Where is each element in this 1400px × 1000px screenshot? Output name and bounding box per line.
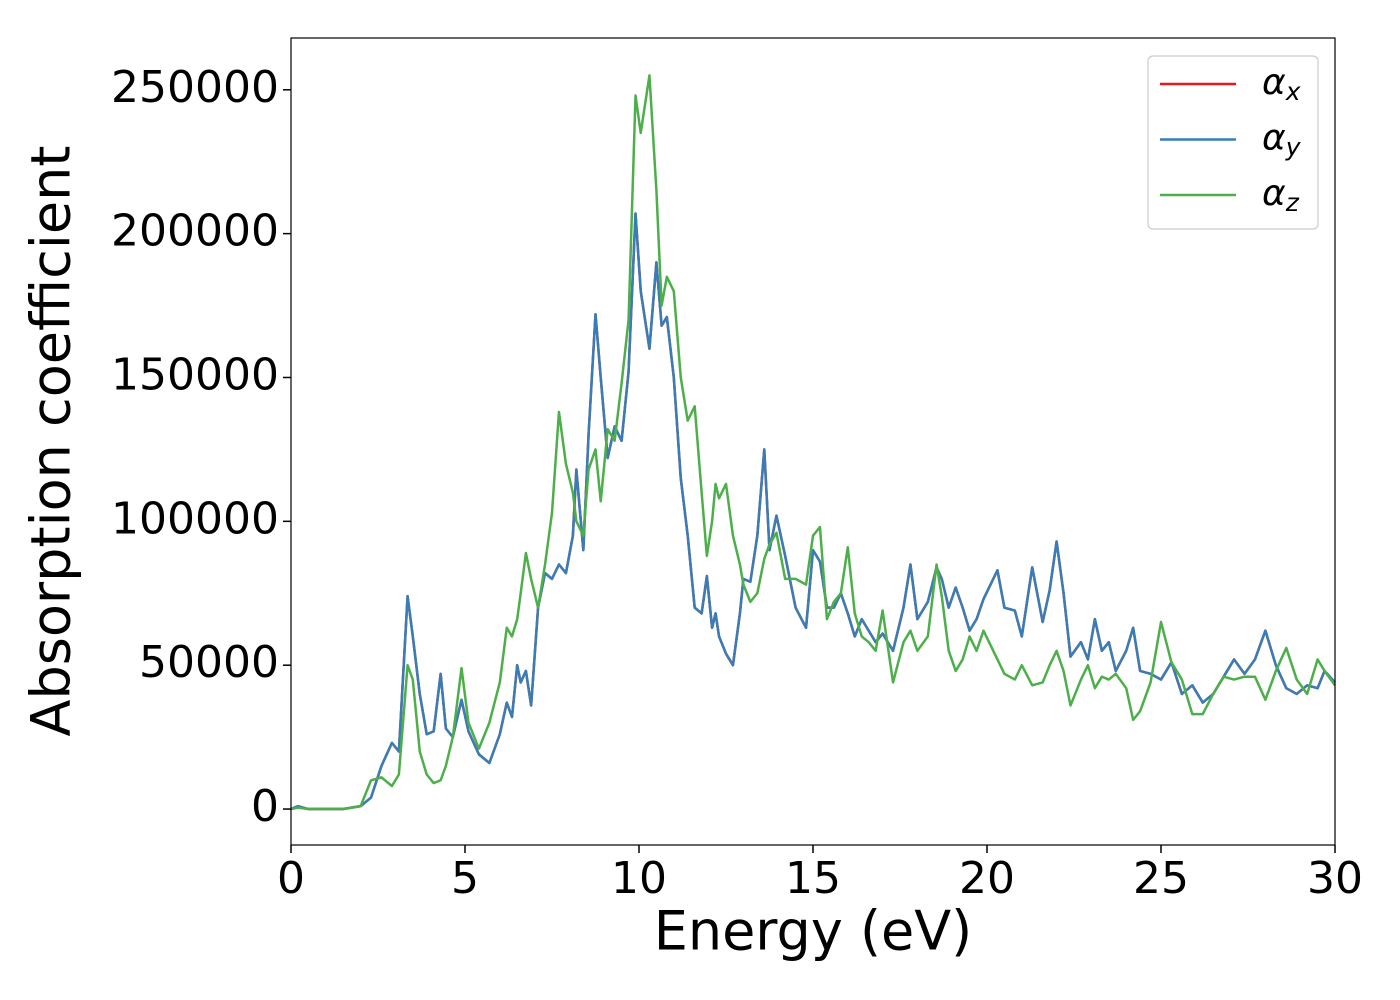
y-tick-label: 100000 — [111, 493, 279, 544]
y-tick-label: 50000 — [139, 637, 279, 688]
x-tick-label: 15 — [785, 853, 841, 904]
x-tick-label: 5 — [451, 853, 479, 904]
y-axis-label: Absorption coefficient — [20, 146, 83, 737]
x-tick-label: 25 — [1133, 853, 1189, 904]
y-tick-label: 200000 — [111, 206, 279, 257]
x-tick-label: 30 — [1307, 853, 1363, 904]
legend-label: αy — [1262, 118, 1302, 162]
x-tick-label: 20 — [959, 853, 1015, 904]
series-line — [290, 212, 1336, 811]
x-axis-label: Energy (eV) — [654, 900, 973, 963]
y-tick-label: 250000 — [111, 62, 279, 113]
series-line — [290, 212, 1336, 811]
legend-label: αz — [1262, 173, 1300, 217]
x-tick-label: 10 — [611, 853, 667, 904]
series-line — [290, 74, 1337, 811]
plot-frame — [290, 37, 1336, 846]
y-tick-label: 150000 — [111, 349, 279, 400]
x-tick-label: 0 — [277, 853, 305, 904]
legend-box — [1147, 55, 1319, 230]
legend-label: αx — [1262, 62, 1301, 106]
y-tick-label: 0 — [251, 781, 279, 832]
